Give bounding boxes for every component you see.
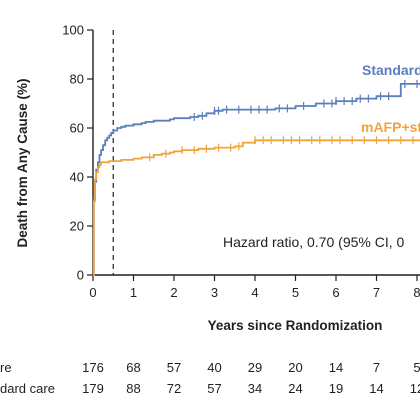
risk-value: 34 (248, 381, 262, 396)
risk-value: 24 (288, 381, 302, 396)
risk-value: 57 (207, 381, 221, 396)
hazard-ratio-annotation: Hazard ratio, 0.70 (95% CI, 0 (223, 234, 405, 250)
risk-value: 176 (82, 360, 104, 375)
x-tick-label: 7 (373, 285, 380, 300)
risk-value: 12 (410, 381, 420, 396)
series-line-1 (92, 139, 420, 276)
series-label-0: Standard (362, 62, 420, 78)
y-tick-label: 80 (70, 72, 84, 87)
x-tick-label: 4 (251, 285, 258, 300)
series-label-1: mAFP+st (361, 119, 420, 135)
x-axis-title: Years since Randomization (208, 318, 383, 333)
x-tick-label: 0 (89, 285, 96, 300)
risk-value: 29 (248, 360, 262, 375)
risk-value: 88 (126, 381, 140, 396)
risk-value: 40 (207, 360, 221, 375)
plot-area: 0 20 40 60 80 100 0 1 2 3 4 5 6 7 8 Standard mAFP+st (62, 23, 420, 300)
series-labels: Standard mAFP+st (361, 62, 420, 135)
y-axis-ticks: 0 20 40 60 80 100 (62, 23, 93, 283)
x-axis-ticks: 0 1 2 3 4 5 6 7 8 (89, 275, 420, 300)
x-tick-label: 2 (170, 285, 177, 300)
risk-value: 7 (373, 360, 380, 375)
x-tick-label: 1 (130, 285, 137, 300)
x-tick-label: 3 (211, 285, 218, 300)
x-tick-label: 6 (332, 285, 339, 300)
risk-value: 72 (167, 381, 181, 396)
risk-value: 19 (329, 381, 343, 396)
risk-row-label: dard care (0, 381, 55, 396)
at-risk-table: re 176 68 57 40 29 20 14 7 5 dard care 179 88 72 57 34 2… (0, 360, 420, 396)
y-tick-label: 20 (70, 219, 84, 234)
survival-curves (92, 79, 420, 276)
y-tick-label: 60 (70, 121, 84, 136)
risk-value: 68 (126, 360, 140, 375)
risk-value: 14 (369, 381, 383, 396)
y-tick-label: 40 (70, 170, 84, 185)
risk-value: 5 (413, 360, 420, 375)
y-axis-title: Death from Any Cause (%) (15, 78, 30, 247)
risk-value: 179 (82, 381, 104, 396)
risk-value: 14 (329, 360, 343, 375)
x-tick-label: 5 (292, 285, 299, 300)
series-line-0 (92, 83, 420, 276)
y-tick-label: 100 (62, 23, 84, 38)
risk-value: 57 (167, 360, 181, 375)
y-tick-label: 0 (77, 268, 84, 283)
risk-value: 20 (288, 360, 302, 375)
risk-row-label: re (0, 360, 12, 375)
x-tick-label: 8 (413, 285, 420, 300)
